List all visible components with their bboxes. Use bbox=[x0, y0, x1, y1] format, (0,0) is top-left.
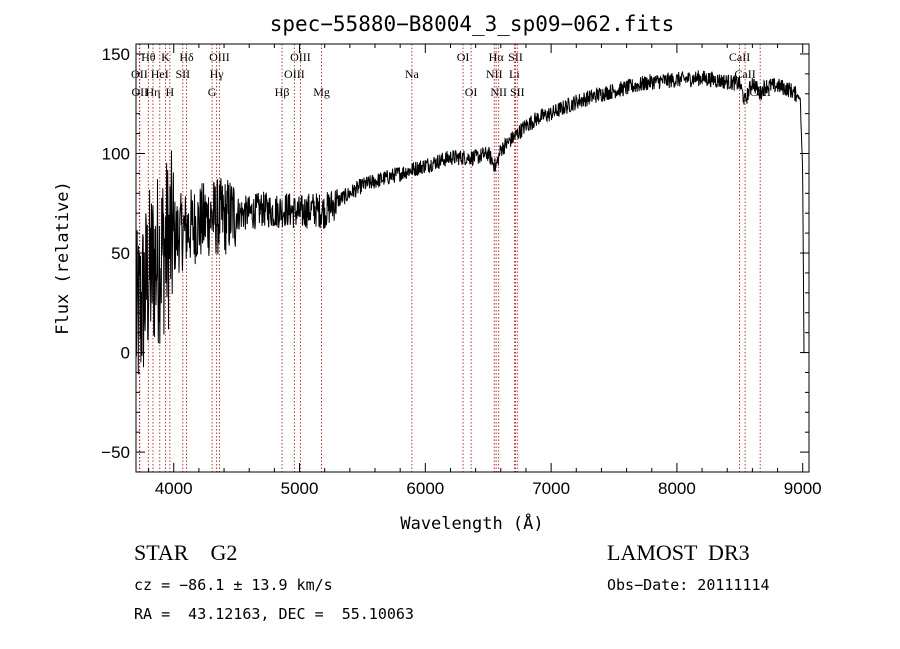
line-label-16: Na bbox=[405, 67, 420, 81]
line-label-9: G bbox=[208, 85, 217, 99]
line-label-7: SII bbox=[175, 67, 190, 81]
object-class-label: STAR G2 bbox=[134, 540, 238, 565]
x-axis-label: Wavelength (Å) bbox=[400, 512, 543, 534]
spectrum-line bbox=[135, 70, 805, 375]
line-label-19: NII bbox=[486, 67, 503, 81]
line-label-24: SII bbox=[510, 85, 525, 99]
line-label-14: OIII bbox=[290, 50, 311, 64]
line-label-21: NII bbox=[490, 85, 507, 99]
line-label-8: Hδ bbox=[179, 50, 194, 64]
x-tick-label-0: 4000 bbox=[155, 479, 193, 498]
line-label-23: SII bbox=[508, 50, 523, 64]
line-label-22: Li bbox=[509, 67, 520, 81]
coordinates-label: RA = 43.12163, DEC = 55.10063 bbox=[134, 605, 414, 623]
y-axis-label: Flux (relative) bbox=[53, 181, 73, 335]
line-label-0: Hθ bbox=[141, 50, 156, 64]
line-label-10: Hγ bbox=[210, 67, 225, 81]
y-tick-label-1: 0 bbox=[121, 344, 130, 363]
spectral-line-markers: HθOIIOIIHηHeIKHSIIHδGHγOIIIHβOIIIOIIIMgN… bbox=[131, 44, 771, 472]
line-label-4: HeI bbox=[151, 67, 169, 81]
y-tick-label-4: 150 bbox=[102, 45, 130, 64]
redshift-label: cz = −86.1 ± 13.9 km/s bbox=[134, 576, 333, 594]
line-label-5: K bbox=[161, 50, 170, 64]
line-label-11: OIII bbox=[209, 50, 230, 64]
line-label-18: OI bbox=[465, 85, 478, 99]
obs-date-label: Obs−Date: 20111114 bbox=[607, 576, 770, 594]
spectrum-series bbox=[135, 70, 805, 375]
y-tick-label-2: 50 bbox=[111, 244, 130, 263]
y-tick-label-3: 100 bbox=[102, 144, 130, 163]
plot-frame bbox=[135, 43, 810, 473]
x-tick-label-5: 9000 bbox=[784, 479, 822, 498]
axis-ticks: 4000 5000 6000 7000 8000 9000 −50 0 50 100 150 bbox=[101, 44, 822, 498]
line-label-6: H bbox=[166, 85, 175, 99]
line-label-13: OIII bbox=[284, 67, 305, 81]
survey-label: LAMOST DR3 bbox=[607, 540, 750, 565]
line-label-3: Hη bbox=[146, 85, 161, 99]
y-tick-label-0: −50 bbox=[101, 443, 130, 462]
line-label-17: OI bbox=[457, 50, 470, 64]
line-label-15: Mg bbox=[313, 85, 330, 99]
x-tick-label-1: 5000 bbox=[281, 479, 319, 498]
chart-title: spec−55880−B8004_3_sp09−062.fits bbox=[270, 12, 675, 36]
x-tick-label-4: 8000 bbox=[658, 479, 696, 498]
x-tick-label-3: 7000 bbox=[532, 479, 570, 498]
x-tick-label-2: 6000 bbox=[406, 479, 444, 498]
line-label-25: CaII bbox=[729, 50, 750, 64]
line-label-20: Hα bbox=[489, 50, 505, 64]
line-label-12: Hβ bbox=[275, 85, 290, 99]
